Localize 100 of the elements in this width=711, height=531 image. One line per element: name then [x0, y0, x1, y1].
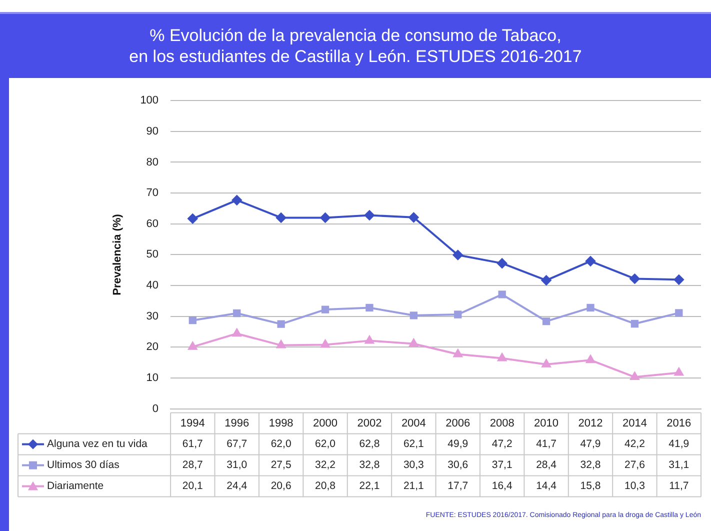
data-label: 17,7: [448, 480, 468, 492]
data-label: 15,8: [580, 480, 601, 492]
point: [498, 290, 506, 298]
legend-label: Ultimos 30 días: [47, 459, 120, 472]
x-tick-label: 2002: [357, 417, 382, 430]
legend-label: Alguna vez en tu vida: [47, 438, 148, 450]
x-tick-label: 2006: [446, 417, 470, 430]
data-label: 47,9: [580, 438, 601, 450]
point: [232, 195, 242, 206]
point: [542, 359, 551, 368]
data-label: 28,4: [536, 459, 557, 472]
data-label: 32,8: [359, 459, 380, 472]
x-tick-label: 1996: [224, 417, 250, 430]
point: [630, 274, 640, 284]
data-label: 28,7: [182, 459, 204, 472]
data-label: 31,0: [226, 459, 248, 472]
point: [542, 317, 550, 326]
data-label: 62,1: [403, 438, 424, 450]
y-tick-label: 30: [146, 310, 159, 322]
point: [586, 355, 595, 364]
point: [409, 338, 418, 347]
point: [585, 256, 596, 266]
data-label: 20,1: [182, 480, 204, 492]
y-tick-label: 60: [146, 218, 159, 230]
x-tick-label: 1994: [180, 417, 205, 430]
data-label: 61,7: [182, 438, 204, 450]
y-tick-label: 80: [146, 156, 159, 168]
point: [675, 309, 683, 317]
point: [276, 340, 286, 348]
data-label: 32,2: [315, 459, 336, 472]
point: [366, 304, 374, 312]
x-tick-label: 2014: [622, 417, 647, 430]
data-label: 30,6: [448, 459, 468, 472]
x-tick-label: 1998: [268, 417, 294, 430]
point: [586, 304, 594, 312]
x-tick-label: 2010: [534, 417, 559, 430]
data-label: 10,3: [624, 480, 646, 492]
point: [232, 328, 242, 337]
point: [630, 320, 639, 328]
point: [277, 320, 285, 328]
y-tick-label: 70: [146, 187, 159, 200]
point: [541, 275, 552, 286]
point: [630, 372, 640, 380]
point: [276, 212, 286, 223]
x-tick-label: 2012: [578, 417, 603, 430]
data-label: 41,7: [536, 438, 557, 450]
chart-title: % Evolución de la prevalencia de consumo de Tabaco, en los estudiantes de Castilla y León. ESTUDES 2016-2017: [0, 12, 711, 78]
data-label: 24,4: [226, 480, 248, 492]
data-label: 16,4: [492, 480, 512, 492]
point: [452, 250, 463, 260]
point: [188, 214, 198, 224]
legend-label: Diariamente: [47, 480, 104, 492]
data-label: 49,9: [448, 438, 468, 450]
data-label: 62,0: [270, 438, 292, 450]
y-tick-label: 10: [146, 372, 159, 384]
data-label: 11,7: [669, 480, 689, 492]
data-label: 14,4: [536, 480, 557, 492]
point: [674, 274, 684, 285]
data-label: 47,2: [492, 438, 512, 450]
point: [188, 316, 196, 324]
data-label: 21,1: [403, 480, 424, 492]
point: [453, 349, 462, 358]
data-label: 62,8: [359, 438, 380, 450]
data-label: 41,9: [668, 438, 690, 450]
data-label: 62,0: [315, 438, 336, 450]
point: [321, 306, 330, 314]
point: [320, 340, 330, 348]
y-tick-label: 40: [146, 280, 159, 292]
x-tick-label: 2004: [401, 417, 426, 430]
y-tick-label: 50: [146, 248, 159, 261]
data-label: 67,7: [226, 438, 248, 450]
data-label: 20,8: [315, 480, 336, 492]
data-label: 22,1: [359, 480, 380, 492]
data-label: 31,1: [668, 459, 690, 472]
data-label: 37,1: [492, 459, 512, 472]
x-tick-label: 2008: [490, 417, 514, 430]
x-tick-label: 2016: [666, 417, 692, 430]
point: [497, 258, 508, 268]
point: [188, 342, 198, 350]
point: [410, 312, 418, 320]
data-label: 27,5: [270, 459, 292, 472]
point: [454, 310, 462, 318]
data-label: 27,6: [624, 459, 646, 472]
point: [408, 212, 419, 222]
point: [498, 353, 507, 362]
point: [365, 336, 374, 344]
point: [674, 368, 684, 376]
point: [320, 212, 330, 223]
y-axis-title: Prevalencia (%): [112, 214, 124, 296]
data-label: 42,2: [624, 438, 646, 450]
data-label: 32,8: [580, 459, 601, 472]
y-tick-label: 90: [146, 125, 159, 138]
point: [233, 309, 241, 318]
y-tick-label: 20: [146, 341, 159, 354]
data-label: 20,6: [270, 480, 292, 492]
point: [364, 210, 374, 220]
y-tick-label: 100: [140, 94, 159, 107]
x-tick-label: 2000: [313, 417, 338, 430]
y-tick-label: 0: [152, 402, 159, 415]
data-label: 30,3: [403, 459, 424, 472]
